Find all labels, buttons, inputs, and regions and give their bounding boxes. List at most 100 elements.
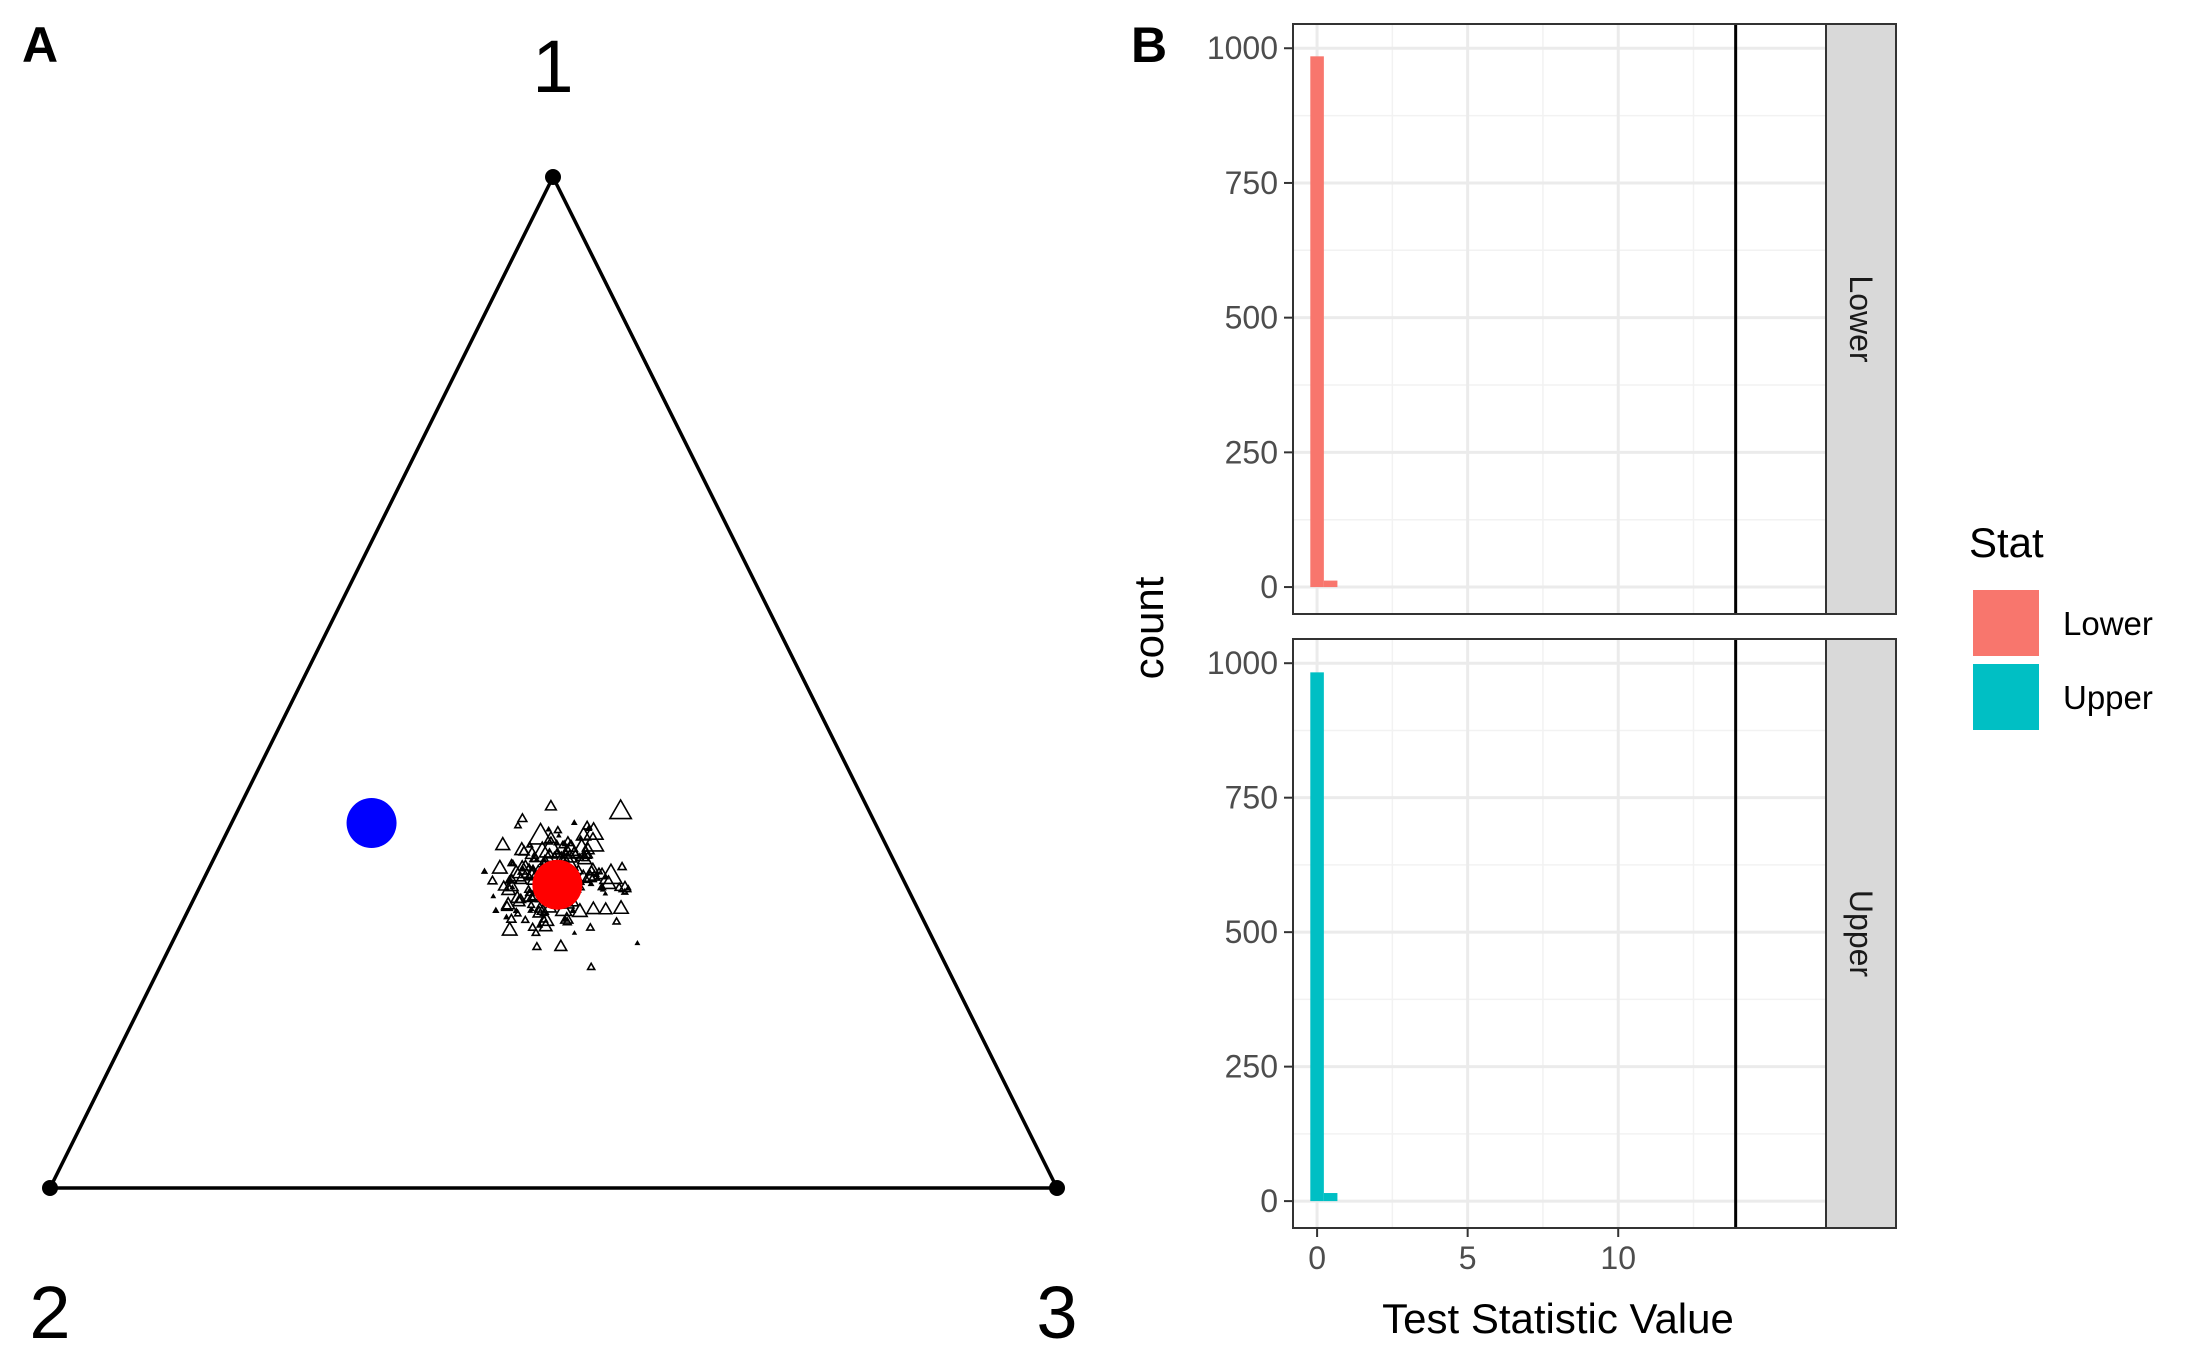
- simulated-point-marker: [529, 906, 535, 911]
- simulated-point-marker: [552, 847, 562, 855]
- simulated-point-marker: [538, 918, 554, 932]
- simulated-point-marker: [594, 866, 604, 875]
- simulated-point-marker: [559, 911, 575, 924]
- legend-label-lower: Lower: [2063, 605, 2153, 642]
- simulated-point-marker: [506, 858, 517, 867]
- simulated-point-marker: [511, 893, 527, 907]
- x-tick-label: 10: [1600, 1240, 1636, 1276]
- simulated-point-marker: [491, 858, 509, 874]
- histogram-bar: [1310, 672, 1324, 1202]
- vertex-2-label: 2: [29, 1271, 70, 1351]
- legend: Stat Lower Upper: [1969, 519, 2153, 730]
- simulated-point-marker: [486, 874, 499, 885]
- red-reference-point: [532, 859, 583, 910]
- facet-strip-label: Lower: [1843, 275, 1879, 363]
- y-tick-label: 1000: [1207, 645, 1278, 681]
- simulated-point-marker: [513, 820, 523, 829]
- simulated-point-marker: [530, 927, 542, 937]
- vertex-2-dot: [42, 1180, 58, 1196]
- simulated-point-marker: [582, 821, 605, 840]
- vertex-1-dot: [545, 169, 561, 185]
- simulated-point-marker: [598, 901, 614, 915]
- simulated-point-marker: [624, 884, 632, 891]
- simulated-point-marker: [634, 939, 641, 946]
- simulated-point-marker: [505, 863, 527, 882]
- simulated-point-marker: [611, 916, 622, 925]
- simulated-point-marker: [529, 840, 555, 863]
- facet-strip-label: Upper: [1843, 890, 1879, 978]
- facet-strip: [1825, 638, 1897, 1229]
- simulated-point-marker: [567, 845, 580, 857]
- simulated-point-marker: [557, 840, 568, 849]
- simulated-point-marker: [519, 866, 526, 872]
- x-axis-title: Test Statistic Value: [1382, 1295, 1734, 1342]
- simulated-point-marker: [505, 912, 518, 923]
- simulated-point-marker: [593, 871, 601, 878]
- y-tick-label: 750: [1225, 780, 1278, 816]
- simulated-point-marker: [553, 938, 569, 952]
- simulated-point-marker: [528, 853, 539, 863]
- y-tick-label: 1000: [1207, 30, 1278, 66]
- vertex-3-label: 3: [1036, 1271, 1077, 1351]
- histogram-bar: [1323, 1193, 1338, 1202]
- reference-points: [346, 798, 583, 910]
- ternary-panel: A 1 2 3: [22, 17, 1078, 1351]
- simulated-point-marker: [571, 930, 578, 935]
- simulated-point-marker: [602, 873, 609, 880]
- simulated-point-marker: [503, 913, 510, 920]
- y-tick-label: 500: [1225, 914, 1278, 950]
- simulated-point-marker: [490, 893, 497, 899]
- y-tick-label: 250: [1225, 434, 1278, 470]
- simulated-point-marker: [544, 799, 558, 811]
- simulated-point-marker: [608, 798, 633, 820]
- simulated-point-marker: [514, 892, 527, 904]
- y-tick-label: 250: [1225, 1049, 1278, 1085]
- blue-reference-point: [346, 798, 397, 849]
- simulated-point-marker: [599, 886, 606, 892]
- simulated-point-marker: [527, 921, 538, 931]
- y-tick-label: 0: [1260, 569, 1278, 605]
- legend-title: Stat: [1969, 519, 2044, 566]
- simulated-point-marker: [543, 830, 559, 844]
- simulated-point-marker: [585, 922, 596, 931]
- facet-strip: [1825, 23, 1897, 615]
- simulated-point-marker: [525, 840, 534, 848]
- histogram-bar: [1310, 56, 1324, 588]
- simulated-point-marker: [561, 835, 575, 847]
- simulated-point-marker: [537, 911, 555, 927]
- simulated-point-marker: [586, 961, 597, 971]
- vertex-1-label: 1: [532, 25, 573, 108]
- simulated-point-marker: [546, 847, 553, 853]
- simulated-point-marker: [586, 861, 600, 874]
- simulated-point-marker: [581, 867, 598, 882]
- simulated-point-marker: [545, 825, 552, 832]
- simulated-point-marker: [501, 920, 519, 936]
- simulated-point-marker: [569, 906, 577, 913]
- simulated-point-marker: [599, 874, 618, 890]
- ternary-triangle: [47, 173, 1060, 1190]
- x-tick-label: 0: [1308, 1240, 1326, 1276]
- simulated-point-marker: [516, 812, 529, 823]
- histogram-bar: [1323, 580, 1338, 588]
- facet-upper: 0 250 500 750 1000 Upper: [1207, 638, 1897, 1229]
- simulated-point-marker: [533, 901, 547, 913]
- y-tick-label: 500: [1225, 300, 1278, 336]
- simulated-point-marker: [516, 864, 529, 875]
- simulated-point-marker: [535, 921, 544, 928]
- simulated-point-marker: [511, 859, 534, 879]
- simulated-point-marker: [492, 906, 500, 914]
- simulated-point-marker: [587, 880, 595, 887]
- panel-b-label: B: [1131, 17, 1167, 73]
- facets: 0 250 500 750 1000 Lower 0 250 500 750 1000 Upper: [1207, 23, 1897, 1229]
- simulated-point-marker: [553, 825, 563, 834]
- simulated-point-marker: [571, 902, 589, 918]
- simulated-point-marker: [561, 915, 569, 922]
- simulated-point-marker: [513, 841, 530, 856]
- vertex-3-dot: [1049, 1180, 1065, 1196]
- legend-swatch-lower: [1973, 590, 2039, 656]
- simulated-point-marker: [480, 867, 489, 874]
- simulated-point-marker: [569, 837, 594, 859]
- simulated-point-marker: [506, 873, 518, 884]
- simulated-point-marker: [517, 844, 531, 856]
- facet-lower: 0 250 500 750 1000 Lower: [1207, 23, 1897, 615]
